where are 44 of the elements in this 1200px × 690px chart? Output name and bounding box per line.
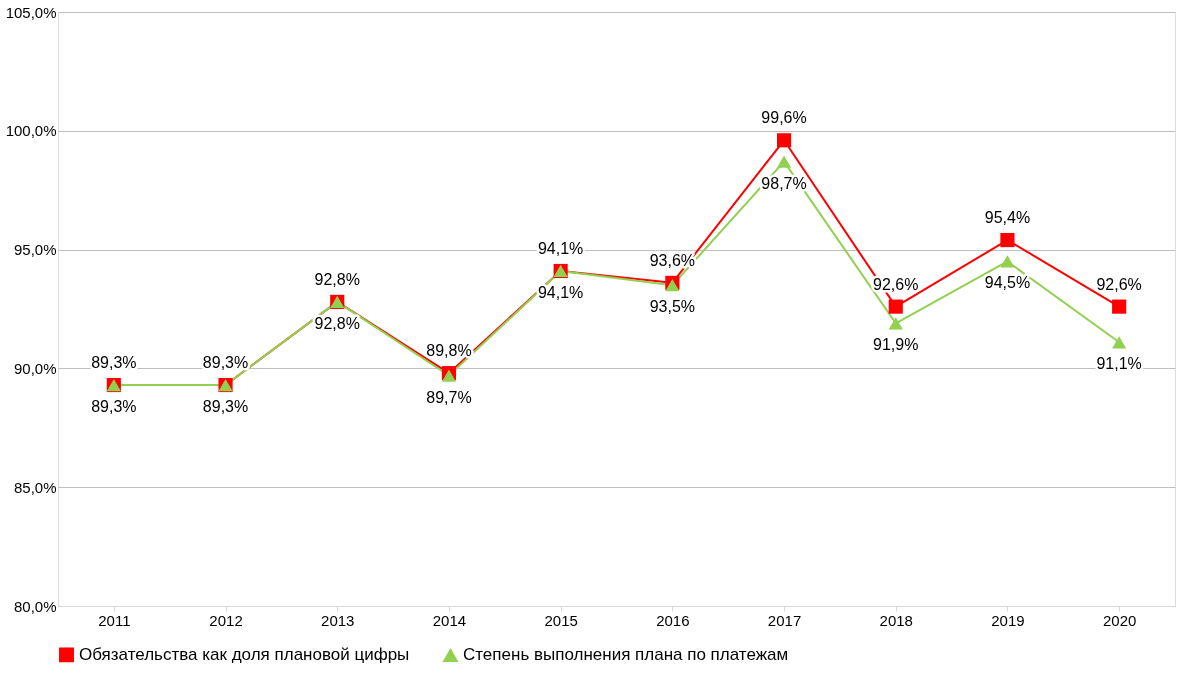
- point: [665, 279, 680, 292]
- data-label: 94,1%: [537, 239, 584, 257]
- legend-label: Степень выполнения плана по платежам: [463, 645, 789, 665]
- data-label: 94,1%: [537, 283, 584, 301]
- x-tick-label: 2020: [1102, 611, 1137, 629]
- x-tick-label: 2011: [98, 611, 131, 629]
- data-label: 89,3%: [91, 398, 137, 416]
- point: [1112, 299, 1127, 314]
- data-label: 95,4%: [984, 209, 1031, 227]
- data-label: 92,8%: [314, 314, 360, 332]
- y-tick-label: 95,0%: [13, 241, 57, 259]
- x-tick-label: 2017: [767, 611, 802, 629]
- point: [1000, 233, 1015, 248]
- data-label: 89,7%: [426, 388, 472, 406]
- point: [1000, 255, 1015, 268]
- point: [888, 299, 903, 314]
- y-tick-label: 85,0%: [13, 478, 57, 496]
- x-tick-label: 2012: [209, 611, 243, 629]
- x-tick-label: 2018: [879, 611, 913, 629]
- x-tick-label: 2015: [544, 611, 578, 629]
- data-label: 93,5%: [649, 298, 696, 316]
- x-tick-label: 2016: [656, 611, 690, 629]
- y-tick-label: 100,0%: [5, 122, 57, 140]
- data-label: 89,3%: [202, 398, 249, 416]
- data-label: 92,6%: [1096, 275, 1142, 293]
- point: [1112, 336, 1127, 349]
- y-tick-label: 80,0%: [13, 597, 57, 615]
- data-label: 99,6%: [761, 109, 807, 127]
- point: [888, 317, 903, 330]
- y-tick-label: 90,0%: [13, 359, 57, 377]
- data-label: 91,9%: [873, 336, 919, 354]
- data-label: 89,3%: [202, 354, 249, 372]
- x-tick-label: 2014: [432, 611, 467, 629]
- legend-label: Обязательства как доля плановой цифры: [79, 644, 410, 664]
- data-label: 91,1%: [1096, 355, 1142, 373]
- x-tick-label: 2013: [321, 611, 355, 629]
- data-label: 89,8%: [426, 342, 472, 360]
- data-label: 89,3%: [91, 354, 137, 372]
- x-tick-label: 2019: [991, 611, 1025, 629]
- data-label: 94,5%: [984, 274, 1031, 292]
- data-label: 92,8%: [314, 270, 360, 288]
- point: [776, 133, 792, 148]
- y-tick-label: 105,0%: [5, 3, 57, 21]
- point: [776, 155, 792, 168]
